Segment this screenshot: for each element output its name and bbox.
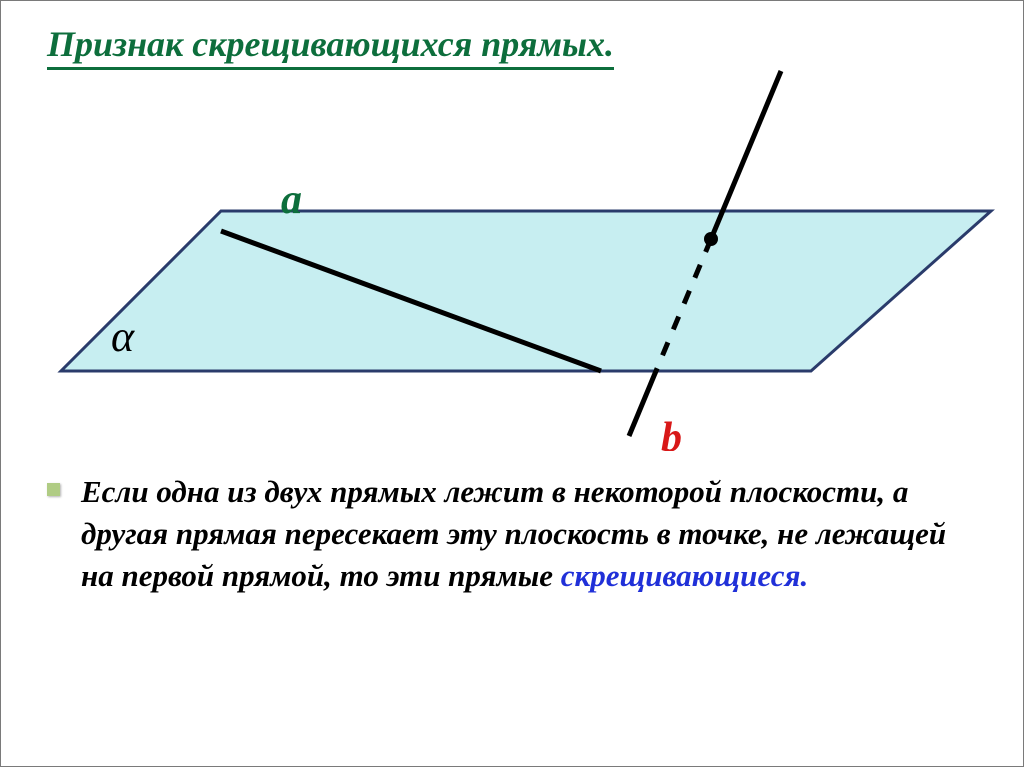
theorem-text: Если одна из двух прямых лежит в некотор… [81,471,973,597]
highlight-word: скрещивающиеся. [561,558,808,593]
label-a: a [281,177,302,223]
theorem-body: Если одна из двух прямых лежит в некотор… [81,474,946,593]
label-b: b [661,415,682,451]
line-b-below [629,371,656,436]
intersection-point [704,232,718,246]
plane-alpha [61,211,991,371]
label-alpha: α [111,312,135,361]
geometry-diagram: α a b [1,51,1024,451]
bullet-icon [47,483,60,496]
